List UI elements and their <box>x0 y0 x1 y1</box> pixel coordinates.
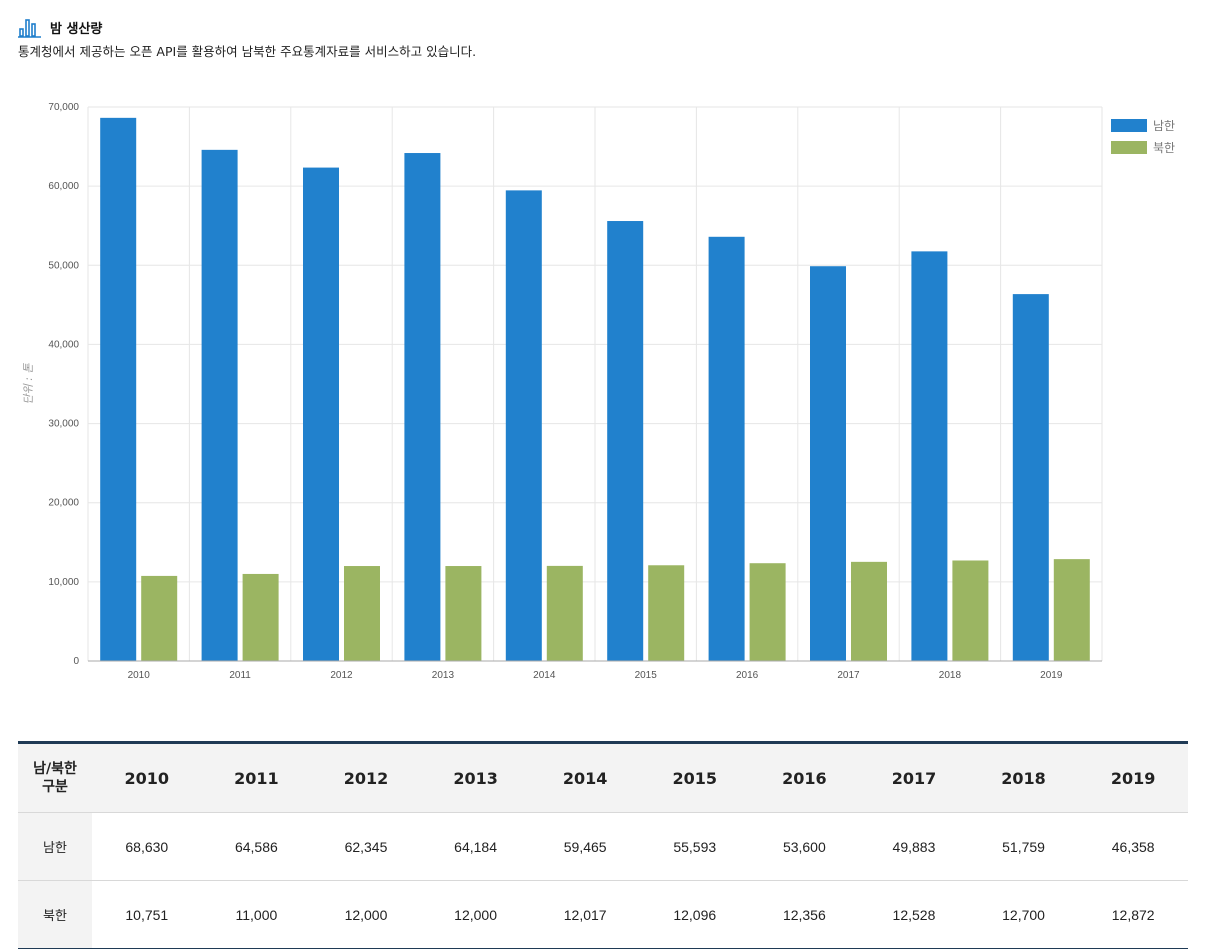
bar-north <box>445 566 482 661</box>
bar-north <box>1053 559 1090 661</box>
bar-north <box>952 560 989 661</box>
year-header: 2017 <box>859 742 969 813</box>
table-cell: 64,184 <box>420 812 531 881</box>
x-tick-label: 2010 <box>128 670 151 681</box>
table-cell: 46,358 <box>1078 812 1188 881</box>
y-tick-label: 50,000 <box>48 260 79 271</box>
row-label-north: 북한 <box>18 880 92 949</box>
bar-south <box>607 221 644 661</box>
y-tick-label: 60,000 <box>48 181 79 192</box>
x-tick-label: 2019 <box>1040 670 1063 681</box>
table-cell: 53,600 <box>749 812 860 881</box>
bar-north <box>546 565 583 661</box>
bar-south <box>404 153 441 661</box>
year-header: 2016 <box>749 742 860 813</box>
table-cell: 12,000 <box>454 906 497 923</box>
y-tick-label: 30,000 <box>48 419 79 430</box>
bar-north <box>851 561 887 661</box>
table-cell: 49,883 <box>859 812 969 881</box>
bar-north <box>141 575 178 661</box>
year-header: 2014 <box>530 742 640 813</box>
x-tick-label: 2015 <box>635 670 658 681</box>
table-corner-header: 남/북한 구분 <box>18 742 92 813</box>
bar-north <box>749 563 786 661</box>
data-table: 남/북한 구분 2010 2011 2012 2013 2014 2015 20… <box>18 741 1188 949</box>
chart-legend: 남한 북한 <box>1111 114 1175 158</box>
bar-south <box>1012 294 1049 661</box>
year-header: 2019 <box>1078 742 1188 813</box>
year-header: 2013 <box>420 742 531 813</box>
y-tick-label: 70,000 <box>48 102 79 113</box>
bar-south <box>911 251 948 661</box>
legend-item-south[interactable]: 남한 <box>1111 114 1175 136</box>
table-cell: 12,700 <box>1002 906 1045 923</box>
legend-swatch-south <box>1111 118 1147 132</box>
corner-label-line2: 구분 <box>42 779 68 795</box>
bar-south <box>303 167 339 661</box>
bar-north <box>242 573 279 661</box>
table-cell: 59,465 <box>530 812 640 881</box>
table-cell: 55,593 <box>639 812 750 881</box>
y-axis-label: 단위 : 톤 <box>22 363 35 405</box>
y-tick-label: 0 <box>73 656 79 667</box>
x-tick-label: 2011 <box>229 670 251 681</box>
x-tick-label: 2012 <box>330 670 353 681</box>
year-header: 2015 <box>639 742 750 813</box>
bar-south <box>100 117 137 661</box>
corner-label-line1: 남/북한 <box>33 760 77 777</box>
bar-south <box>201 149 238 661</box>
y-tick-label: 40,000 <box>48 339 79 350</box>
table-cell: 12,000 <box>344 906 388 923</box>
x-tick-label: 2017 <box>837 670 860 681</box>
table-cell: 12,872 <box>1111 906 1155 923</box>
table-cell: 11,000 <box>235 906 278 923</box>
legend-label-north: 북한 <box>1153 140 1176 155</box>
legend-swatch-north <box>1111 140 1147 154</box>
table-cell: 64,586 <box>201 812 312 881</box>
data-table-container: 남/북한 구분 2010 2011 2012 2013 2014 2015 20… <box>18 741 1188 949</box>
page-subtitle: 통계청에서 제공하는 오픈 API를 활용하여 남북한 주요통계자료를 서비스하… <box>18 44 477 59</box>
x-tick-label: 2016 <box>736 670 759 681</box>
bar-chart: 0 10,000 20,000 30,000 40,000 50,000 60,000 70,… <box>22 102 1103 681</box>
table-cell: 12,356 <box>782 906 826 923</box>
x-tick-label: 2013 <box>432 670 455 681</box>
bar-south <box>708 236 745 661</box>
bar-south <box>505 190 542 661</box>
year-header: 2011 <box>201 742 312 813</box>
x-tick-label: 2018 <box>939 670 962 681</box>
table-cell: 12,528 <box>892 906 936 923</box>
year-header: 2012 <box>311 742 421 813</box>
table-cell: 12,096 <box>673 906 717 923</box>
year-header: 2018 <box>968 742 1079 813</box>
bar-north <box>648 565 685 661</box>
bar-south <box>810 266 846 661</box>
y-tick-label: 10,000 <box>48 577 79 588</box>
bar-chart-icon <box>18 19 41 38</box>
table-cell: 68,630 <box>92 812 202 881</box>
legend-label-south: 남한 <box>1153 118 1176 133</box>
legend-item-north[interactable]: 북한 <box>1111 136 1175 158</box>
table-cell: 10,751 <box>125 906 169 923</box>
row-label-south: 남한 <box>18 812 92 881</box>
bar-north <box>344 566 380 661</box>
table-cell: 12,017 <box>563 906 607 923</box>
page-title: 밤 생산량 <box>50 21 103 37</box>
table-row-south: 남한 68,630 64,586 62,345 64,184 59,465 55… <box>18 812 1188 881</box>
y-tick-label: 20,000 <box>48 498 79 509</box>
table-header-row: 남/북한 구분 2010 2011 2012 2013 2014 2015 20… <box>18 742 1188 813</box>
table-cell: 51,759 <box>968 812 1079 881</box>
table-row-north: 북한 10,751 11,000 12,000 12,000 12,017 12… <box>18 880 1188 949</box>
page-header: 밤 생산량 통계청에서 제공하는 오픈 API를 활용하여 남북한 주요통계자료… <box>18 16 476 60</box>
year-header: 2010 <box>92 742 202 813</box>
table-cell: 62,345 <box>311 812 421 881</box>
x-tick-label: 2014 <box>533 670 556 681</box>
